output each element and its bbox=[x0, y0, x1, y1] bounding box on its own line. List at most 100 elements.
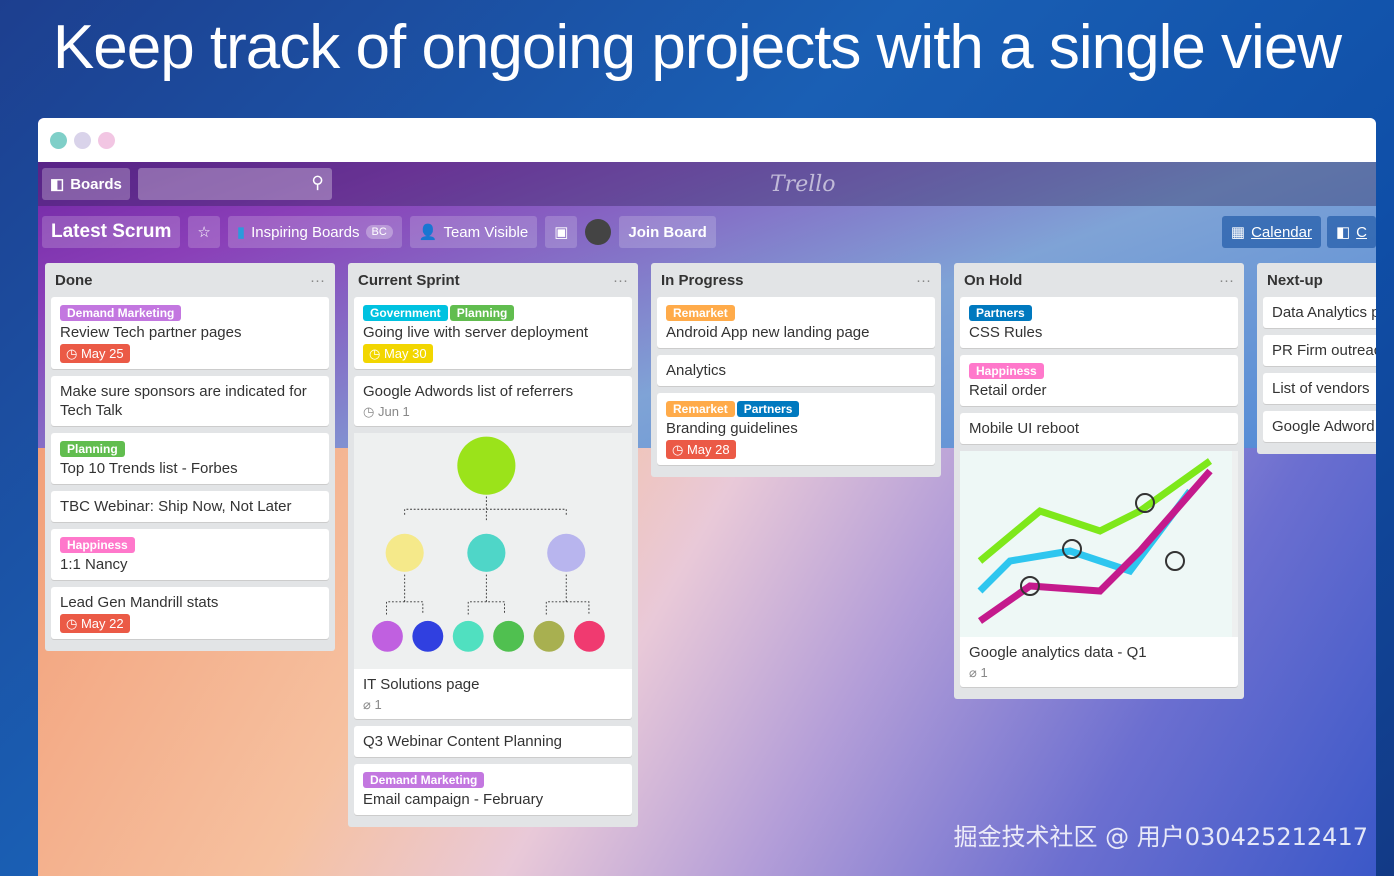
boards-button[interactable]: ◧ Boards bbox=[42, 168, 130, 200]
card-title: Branding guidelines bbox=[666, 420, 798, 437]
calendar-button[interactable]: ▦ Calendar bbox=[1221, 216, 1321, 248]
card[interactable]: Mobile UI reboot bbox=[960, 413, 1238, 444]
card-title: Analytics bbox=[666, 362, 727, 379]
trello-icon: ▮ bbox=[236, 224, 246, 241]
card[interactable]: List of vendors bbox=[1263, 373, 1376, 404]
clock-icon: ◷ bbox=[66, 616, 78, 631]
card[interactable]: Remarket Android App new landing page bbox=[657, 297, 935, 348]
clock-icon: ◷ bbox=[369, 346, 381, 361]
board-icon: ◧ bbox=[50, 176, 65, 193]
card-label: Demand Marketing bbox=[60, 305, 182, 321]
card[interactable]: Lead Gen Mandrill stats ◷ May 22 bbox=[51, 587, 329, 639]
card-label: Partners bbox=[736, 401, 800, 417]
card-title: Email campaign - February bbox=[363, 791, 544, 808]
window-minimize-button[interactable] bbox=[74, 131, 91, 149]
card-title: CSS Rules bbox=[969, 324, 1043, 341]
window-zoom-button[interactable] bbox=[98, 131, 115, 149]
card-title: Q3 Webinar Content Planning bbox=[363, 733, 563, 750]
top-bar: ◧ Boards ⚲ Trello bbox=[38, 162, 1376, 206]
clock-icon: ◷ bbox=[66, 346, 78, 361]
card[interactable]: Planning Top 10 Trends list - Forbes bbox=[51, 433, 329, 484]
card[interactable]: Government Planning Going live with server… bbox=[354, 297, 632, 369]
org-button[interactable]: ▮ Inspiring Boards BC bbox=[227, 216, 402, 248]
list-menu-button[interactable]: ··· bbox=[613, 271, 628, 289]
list-on-hold: On Hold ··· Partners CSS Rules Happiness Reta… bbox=[954, 263, 1244, 699]
lists: Done ··· Demand Marketing Review Tech partn… bbox=[45, 263, 1376, 827]
card-title: Google Adword bbox=[1272, 418, 1375, 435]
list-title: On Hold bbox=[964, 271, 1023, 289]
window-close-button[interactable] bbox=[50, 131, 67, 149]
due-date-badge: ◷ May 22 bbox=[60, 614, 130, 633]
card[interactable]: Happiness Retail order bbox=[960, 355, 1238, 406]
visibility-button[interactable]: 👤 Team Visible bbox=[409, 216, 538, 248]
card[interactable]: Data Analytics p bbox=[1263, 297, 1376, 328]
card[interactable]: TBC Webinar: Ship Now, Not Later bbox=[51, 491, 329, 522]
archive-button[interactable]: ▣ bbox=[545, 216, 578, 248]
card[interactable]: IT Solutions page ⌀ 1 bbox=[354, 433, 632, 719]
card[interactable]: Remarket Partners Branding guidelines ◷ May… bbox=[657, 393, 935, 465]
list-done: Done ··· Demand Marketing Review Tech partn… bbox=[45, 263, 335, 651]
watermark: 掘金技术社区 @ 用户030425212417 bbox=[953, 823, 1369, 851]
powerup-button[interactable]: ◧ C bbox=[1326, 216, 1376, 248]
trello-logo: Trello bbox=[770, 172, 836, 197]
card[interactable]: Q3 Webinar Content Planning bbox=[354, 726, 632, 757]
list-menu-button[interactable]: ··· bbox=[1219, 271, 1234, 289]
due-date-badge: ◷ May 28 bbox=[666, 440, 736, 459]
card-cover-image bbox=[354, 433, 632, 669]
card[interactable]: Google analytics data - Q1 ⌀ 1 bbox=[960, 451, 1238, 687]
avatar[interactable] bbox=[585, 219, 612, 245]
app-window: ◧ Boards ⚲ Trello Latest Scrum ☆ ▮ Inspiri… bbox=[38, 118, 1376, 876]
card[interactable]: Happiness 1:1 Nancy bbox=[51, 529, 329, 580]
card[interactable]: Analytics bbox=[657, 355, 935, 386]
card-label: Planning bbox=[449, 305, 515, 321]
star-button[interactable]: ☆ bbox=[188, 216, 220, 248]
search-icon: ⚲ bbox=[311, 173, 324, 192]
card-title: Make sure sponsors are indicated for Tec… bbox=[60, 383, 307, 419]
attachment-icon: ⌀ bbox=[363, 697, 371, 712]
card-title: Google Adwords list of referrers bbox=[363, 383, 574, 400]
card-title: 1:1 Nancy bbox=[60, 556, 128, 573]
card-title: Google analytics data - Q1 bbox=[969, 644, 1147, 661]
card[interactable]: PR Firm outreac bbox=[1263, 335, 1376, 366]
card[interactable]: Partners CSS Rules bbox=[960, 297, 1238, 348]
list-title: Next-up bbox=[1267, 271, 1323, 289]
card-meta: ◷ Jun 1 bbox=[363, 404, 410, 419]
card-title: Going live with server deployment bbox=[363, 324, 589, 341]
list-menu-button[interactable]: ··· bbox=[916, 271, 931, 289]
card-label: Planning bbox=[60, 441, 125, 457]
search-input[interactable]: ⚲ bbox=[137, 168, 332, 200]
org-badge: BC bbox=[365, 225, 393, 239]
card[interactable]: Demand Marketing Email campaign - Februar… bbox=[354, 764, 632, 815]
card-title: Android App new landing page bbox=[666, 324, 870, 341]
card-label: Demand Marketing bbox=[363, 772, 485, 788]
board-title[interactable]: Latest Scrum bbox=[42, 216, 181, 248]
clock-icon: ◷ bbox=[672, 442, 684, 457]
card-meta: ⌀ 1 bbox=[969, 665, 988, 680]
card-title: Top 10 Trends list - Forbes bbox=[60, 460, 238, 477]
card[interactable]: Demand Marketing Review Tech partner page… bbox=[51, 297, 329, 369]
list-menu-button[interactable]: ··· bbox=[310, 271, 325, 289]
list-in-progress: In Progress ··· Remarket Android App new la… bbox=[651, 263, 941, 477]
attachment-icon: ⌀ bbox=[969, 665, 977, 680]
card[interactable]: Make sure sponsors are indicated for Tec… bbox=[51, 376, 329, 426]
card[interactable]: Google Adwords list of referrers ◷ Jun 1 bbox=[354, 376, 632, 426]
card-cover-image bbox=[960, 451, 1238, 637]
card-title: Review Tech partner pages bbox=[60, 324, 242, 341]
card-title: IT Solutions page bbox=[363, 676, 480, 693]
calendar-icon: ▦ bbox=[1230, 224, 1246, 241]
board-icon: ◧ bbox=[1335, 224, 1351, 241]
card-title: Retail order bbox=[969, 382, 1047, 399]
list-title: Current Sprint bbox=[358, 271, 460, 289]
card-title: PR Firm outreac bbox=[1272, 342, 1376, 359]
board-header: Latest Scrum ☆ ▮ Inspiring Boards BC 👤 Team… bbox=[38, 206, 1376, 258]
title-bar bbox=[38, 118, 1376, 162]
join-board-button[interactable]: Join Board bbox=[619, 216, 716, 248]
card-title: List of vendors bbox=[1272, 380, 1370, 397]
headline: Keep track of ongoing projects with a si… bbox=[52, 13, 1342, 82]
card[interactable]: Google Adword bbox=[1263, 411, 1376, 442]
clock-icon: ◷ bbox=[363, 404, 375, 419]
card-label: Happiness bbox=[60, 537, 135, 553]
list-current-sprint: Current Sprint ··· Government Planning Going… bbox=[348, 263, 638, 827]
card-label: Government bbox=[363, 305, 448, 321]
card-title: Mobile UI reboot bbox=[969, 420, 1080, 437]
